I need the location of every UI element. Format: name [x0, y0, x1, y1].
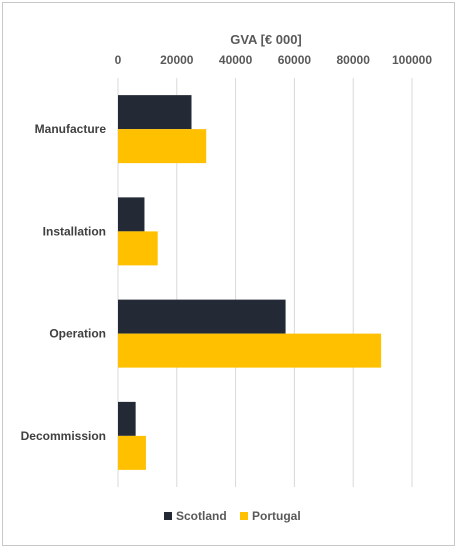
chart-frame — [2, 2, 455, 546]
bar-portugal-decommission — [118, 435, 146, 470]
x-tick-label: 40000 — [219, 53, 253, 67]
bar-scotland-manufacture — [118, 95, 192, 130]
legend-swatch-portugal — [240, 512, 248, 520]
category-label: Decommission — [21, 429, 106, 443]
bar-scotland-installation — [118, 197, 145, 232]
bars — [118, 95, 382, 470]
x-tick-label: 20000 — [160, 53, 194, 67]
category-label: Operation — [49, 327, 106, 341]
category-label: Installation — [43, 224, 106, 238]
x-tick-label: 0 — [115, 53, 122, 67]
category-labels: Manufacture Installation Operation Decommis… — [21, 122, 107, 443]
bar-scotland-operation — [118, 299, 286, 334]
x-tick-label: 60000 — [278, 53, 312, 67]
legend-label-portugal: Portugal — [252, 509, 301, 523]
bar-portugal-operation — [118, 333, 382, 368]
x-tick-label: 80000 — [337, 53, 371, 67]
bar-portugal-manufacture — [118, 129, 207, 164]
bar-scotland-decommission — [118, 401, 136, 436]
category-label: Manufacture — [35, 122, 107, 136]
legend-swatch-scotland — [164, 512, 172, 520]
x-axis-ticks: 0 20000 40000 60000 80000 100000 — [115, 53, 433, 67]
axis-title: GVA [€ 000] — [230, 32, 302, 47]
bar-portugal-installation — [118, 231, 158, 266]
legend-label-scotland: Scotland — [176, 509, 227, 523]
legend: Scotland Portugal — [164, 509, 301, 523]
x-tick-label: 100000 — [392, 53, 432, 67]
